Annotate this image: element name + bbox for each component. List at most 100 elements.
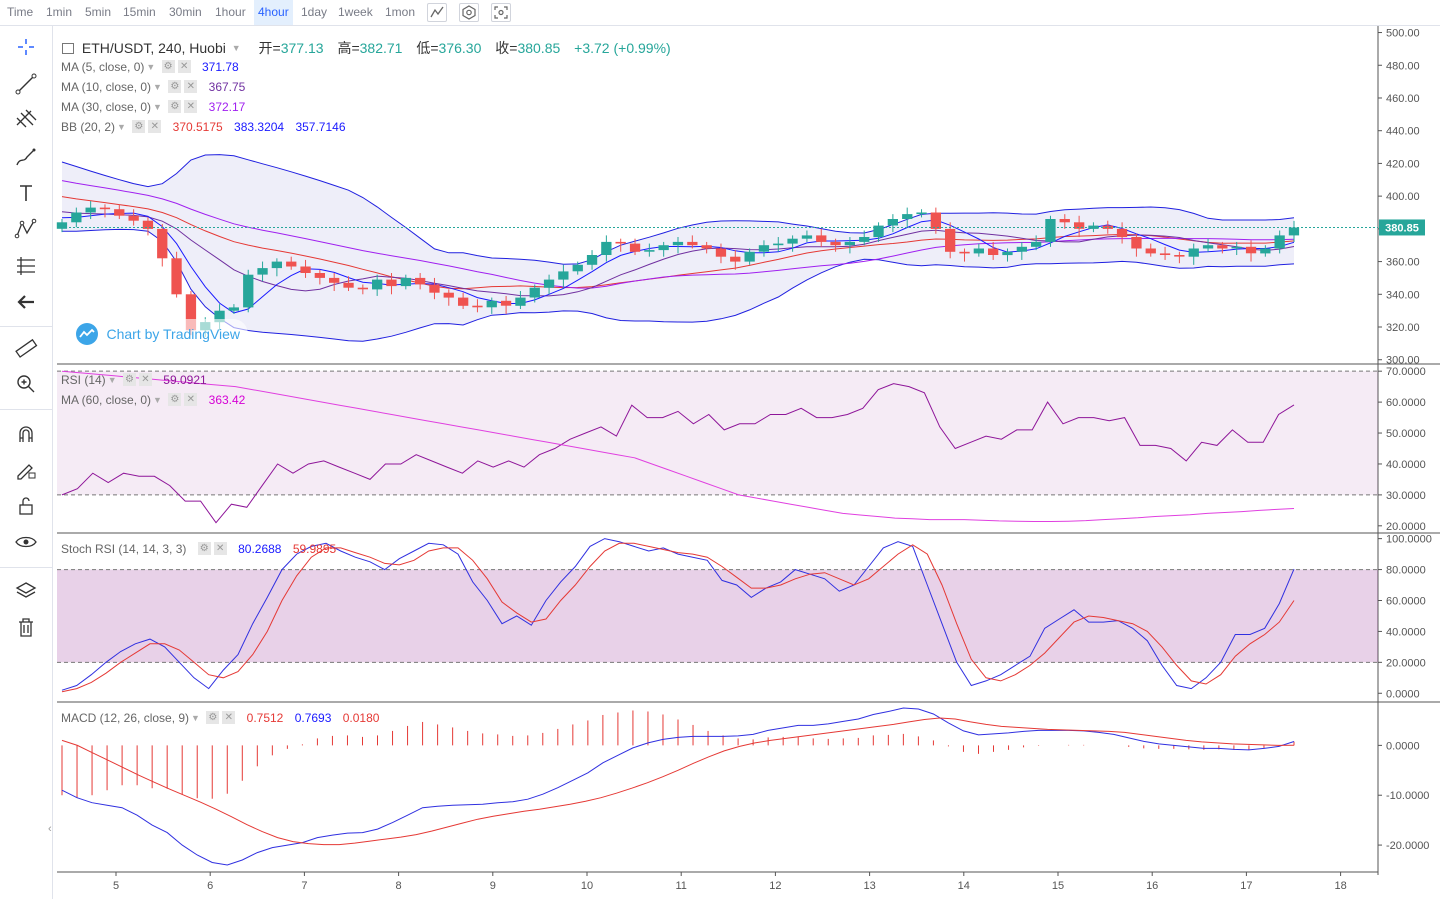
chevron-down-icon[interactable]: ▼ [153,101,162,112]
legend-bb-label: BB (20, 2) [61,119,116,134]
candle [558,271,569,280]
high-label: 高= [337,40,360,56]
close-icon[interactable]: ✕ [138,373,152,387]
legend-ma30[interactable]: MA (30, close, 0) ▼ ⚙ ✕ 372.17 [61,99,245,114]
brush-icon[interactable] [12,143,40,171]
legend-bb[interactable]: BB (20, 2) ▼ ⚙ ✕ 370.5175 383.3204 357.714… [61,119,346,134]
legend-stoch[interactable]: Stoch RSI (14, 14, 3, 3) ⚙ ✕ 80.2688 59.9… [61,541,336,556]
timeframe-time[interactable]: Time [7,5,34,19]
legend-rsi[interactable]: RSI (14) ▼ ⚙ ✕ 59.0921 [61,372,207,387]
legend-macd[interactable]: MACD (12, 26, close, 9) ▼ ⚙ ✕ 0.7512 0.769… [61,710,379,725]
gear-icon[interactable]: ⚙ [168,100,182,114]
time-tick-label: 15 [1052,880,1064,892]
lock-drawing-icon[interactable] [12,456,40,484]
close-icon[interactable]: ✕ [222,711,236,725]
close-icon[interactable]: ✕ [184,100,198,114]
chart-style-icon[interactable] [427,3,447,22]
settings-icon[interactable] [459,3,479,22]
stoch-d-line [61,542,1295,693]
price-tick-label: 0.0000 [1386,740,1420,752]
candle [1074,222,1085,229]
trash-icon[interactable] [12,613,40,641]
ma30-line [61,180,1295,289]
candle [1045,219,1056,242]
time-tick-label: 7 [301,880,307,892]
candle [859,237,870,242]
chevron-down-icon[interactable]: ▼ [153,81,162,92]
timeframe-15min[interactable]: 15min [123,5,156,19]
gear-icon[interactable]: ⚙ [122,373,136,387]
legend-ma30-label: MA (30, close, 0) [61,99,152,114]
back-arrow-icon[interactable] [12,288,40,316]
close-icon[interactable]: ✕ [177,60,191,74]
candle [988,248,999,255]
zoom-icon[interactable] [12,370,40,398]
timeframe-5min[interactable]: 5min [85,5,112,19]
candle [185,294,197,331]
timeframe-1mon[interactable]: 1mon [385,5,416,19]
lock-icon[interactable] [12,492,40,520]
candle [214,310,225,323]
candle [1059,219,1070,223]
timeframe-1hour[interactable]: 1hour [215,5,246,19]
tradingview-watermark[interactable]: Chart by TradingView [68,319,249,349]
price-tick-label: 20.0000 [1386,657,1426,669]
gear-icon[interactable]: ⚙ [197,542,211,556]
chevron-down-icon[interactable]: ▼ [117,121,126,132]
legend-stoch-k: 80.2688 [238,541,282,556]
candle [415,277,426,285]
timeframe-4hour[interactable]: 4hour [254,0,293,25]
close-icon[interactable]: ✕ [184,393,198,407]
chevron-down-icon[interactable]: ▼ [191,712,200,723]
candle [228,307,239,311]
gear-icon[interactable]: ⚙ [168,393,182,407]
chevron-down-icon[interactable]: ▼ [107,374,117,385]
trend-line-icon[interactable] [12,70,40,98]
legend-rsi-ma-value: 363.42 [208,392,246,407]
legend-macd-macd: 0.7693 [294,710,332,725]
candle [99,207,111,210]
chevron-down-icon[interactable]: ▼ [153,394,162,405]
legend-rsi-ma[interactable]: MA (60, close, 0) ▼ ⚙ ✕ 363.42 [61,392,245,407]
text-icon[interactable] [12,179,40,207]
screenshot-icon[interactable] [491,3,511,22]
timeframe-1week[interactable]: 1week [338,5,373,19]
pattern-icon[interactable] [12,215,40,243]
chevron-down-icon[interactable]: ▼ [146,61,156,72]
legend-ma10-label: MA (10, close, 0) [61,79,152,94]
legend-ma5[interactable]: MA (5, close, 0) ▼ ⚙ ✕ 371.78 [61,59,239,74]
close-icon[interactable]: ✕ [184,80,198,94]
price-tick-label: -20.0000 [1386,840,1429,852]
gear-icon[interactable]: ⚙ [206,711,220,725]
price-tick-label: 480.00 [1386,60,1420,72]
candle [902,214,913,219]
timeframe-1min[interactable]: 1min [46,5,73,19]
magnet-icon[interactable] [12,420,40,448]
gear-icon[interactable]: ⚙ [168,80,182,94]
legend-ma10[interactable]: MA (10, close, 0) ▼ ⚙ ✕ 367.75 [61,79,245,94]
layers-icon[interactable] [12,577,40,605]
prediction-icon[interactable] [12,252,40,280]
timeframe-30min[interactable]: 30min [169,5,202,19]
candle [1245,246,1257,254]
close-icon[interactable]: ✕ [148,120,162,134]
last-price-tag [1379,219,1425,236]
bollinger-lower-line [62,228,1295,342]
candle [114,209,125,216]
gear-icon[interactable]: ⚙ [161,60,175,74]
gear-icon[interactable]: ⚙ [132,120,146,134]
symbol-title[interactable]: ETH/USDT, 240, Huobi [81,40,226,56]
timeframe-1day[interactable]: 1day [301,5,328,19]
candle [687,241,698,246]
eye-icon[interactable] [12,528,40,556]
price-tick-label: 20.0000 [1386,521,1426,533]
candle [1002,251,1013,256]
pitchfork-icon[interactable] [12,106,40,134]
chevron-down-icon[interactable]: ▼ [231,43,241,53]
time-tick-label: 10 [581,880,593,892]
close-icon[interactable]: ✕ [213,542,227,556]
candle [1274,235,1285,249]
crosshair-icon[interactable] [12,33,40,61]
ruler-icon[interactable] [12,334,40,362]
